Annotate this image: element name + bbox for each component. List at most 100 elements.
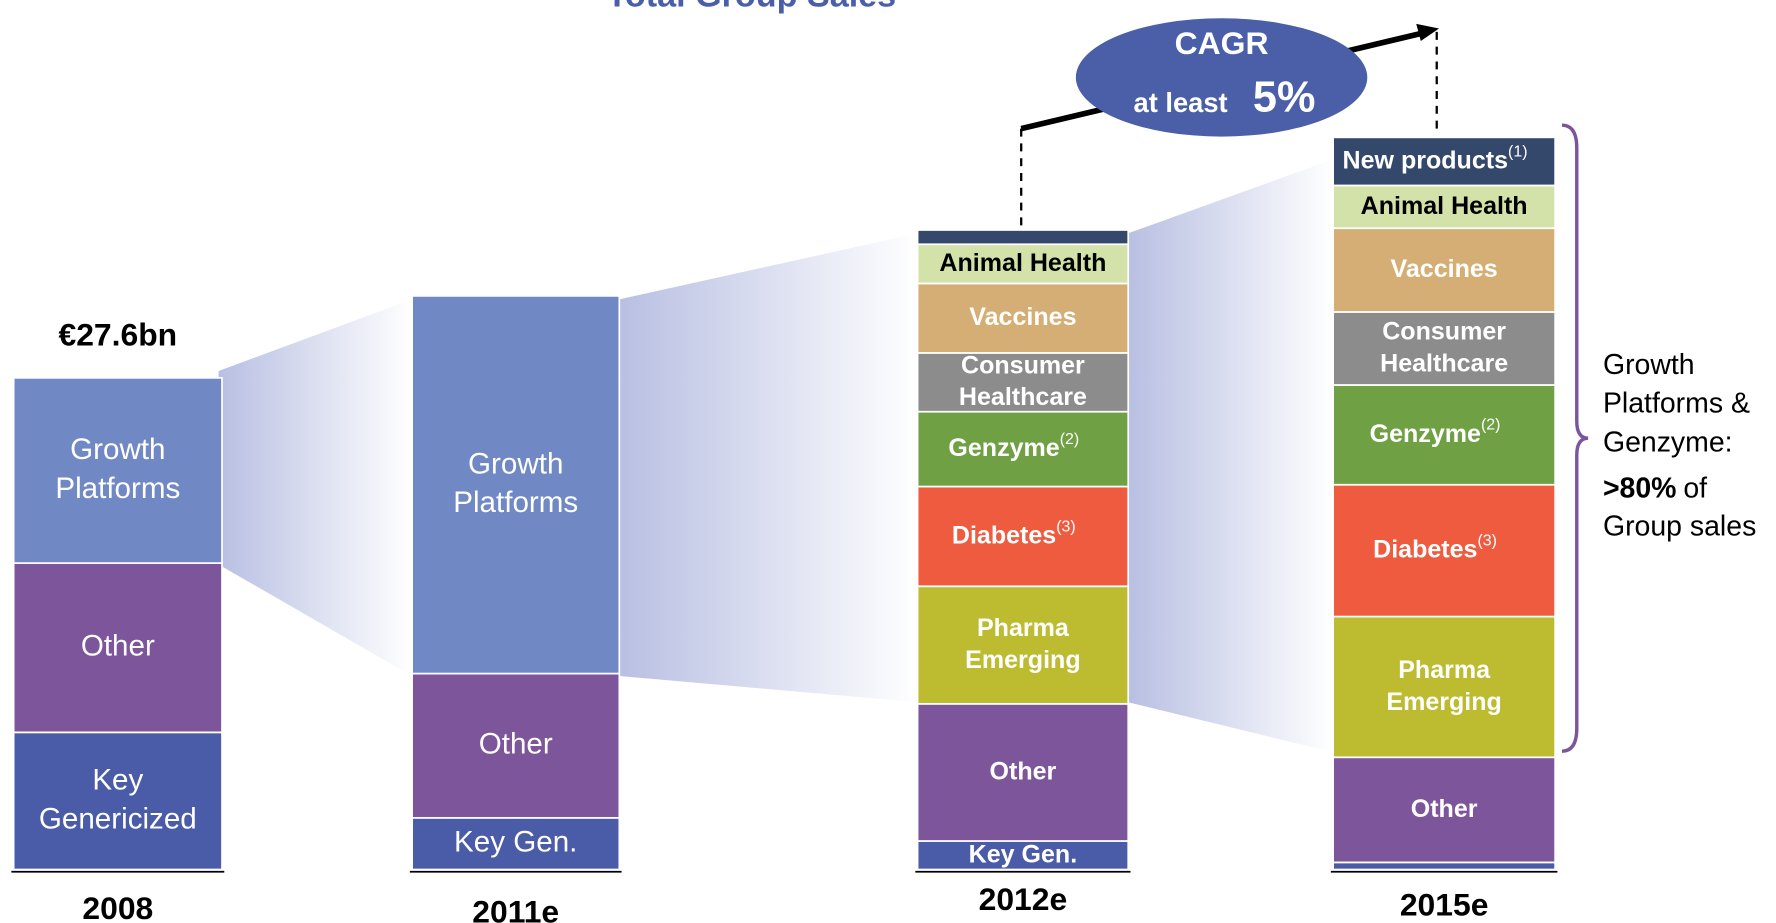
bar-segment [12,376,223,564]
bar-segment [916,485,1130,588]
bar-segment [916,840,1130,871]
bar-segment [1332,483,1556,618]
segment-label-line: Consumer [961,351,1085,379]
segment-label-line: Animal Health [1361,191,1528,219]
bar-segment [12,731,223,871]
segment-label: Vaccines [969,303,1076,331]
segment-label: Consumer Healthcare [959,351,1087,411]
segment-label-line: Genzyme [948,434,1059,462]
segment-label: Consumer Healthcare [1380,317,1508,377]
x-tick-label: 2008 [82,890,153,923]
segment-label: Animal Health [1361,191,1528,219]
segment-label: Diabetes(3) [952,518,1076,549]
bracket-note: Genzyme: [1603,426,1733,458]
segment-label: Genzyme(2) [1370,417,1501,448]
total-label: €27.6bn [58,316,177,352]
bar-segment [1332,184,1556,230]
segment-label: Growth Platforms [55,433,180,505]
segment-label: Key Genericized [39,763,197,835]
bar-segment [1332,136,1556,187]
fan [218,299,413,677]
bracket-note: Group sales [1603,511,1756,543]
bar-segment [1332,756,1556,864]
segment-label-line: Pharma [977,614,1070,642]
segment-label-line: Key Gen. [454,825,577,858]
segment-label: New products(1) [1343,144,1528,175]
cagr-title: CAGR [1175,25,1269,61]
bar-segment [1332,861,1556,871]
bar-segment [1332,227,1556,313]
segment-label: Animal Health [939,248,1106,276]
segment-label-line: Other [990,757,1057,785]
segment-label-line: Growth [70,433,165,466]
segment-label-line: Other [81,630,155,663]
segment-label: Other [990,757,1057,785]
bracket-rest: of [1683,472,1707,504]
segment-label: Vaccines [1391,255,1498,283]
segment-label-line: Healthcare [959,383,1087,411]
segment-label-line: Diabetes [1373,535,1477,563]
fan [1128,159,1334,753]
bar-segment [411,816,621,871]
segment-label: Key Gen. [969,840,1078,868]
bar-segment [916,282,1130,354]
bracket [1561,123,1589,753]
segment-label-line: Platforms [55,472,180,505]
bracket-note: Growth [1603,349,1695,381]
segment-label-line: Animal Health [939,248,1106,276]
segment-label-line: Key Gen. [969,840,1078,868]
segment-label-line: Platforms [453,486,578,519]
x-tick-label: 2011e [472,893,559,923]
segment-label-line: Healthcare [1380,349,1508,377]
segment-label-line: Other [1411,794,1478,822]
bar-segment [916,243,1130,285]
segment-label-line: Pharma [1398,656,1491,684]
bracket-note: >80% of [1603,472,1707,504]
segment-label-line: Diabetes [952,521,1056,549]
segment-label-line: Vaccines [969,303,1076,331]
segment-label-line: Genzyme [1370,419,1481,447]
segment-note: (3) [1056,518,1075,535]
segment-label-line: Consumer [1382,317,1506,345]
cagr-bubble [1075,18,1368,137]
segment-label-line: Emerging [1386,687,1501,715]
bar-segment [916,702,1130,842]
segment-label-line: Emerging [965,646,1080,674]
segment-label-line: Genericized [39,802,197,835]
segment-label: Growth Platforms [453,447,578,519]
x-tick-label: 2015e [1400,886,1489,922]
segment-note: (3) [1477,533,1496,550]
bracket-bold: >80% [1603,472,1677,504]
segment-label-line: Other [479,728,553,761]
segment-label-line: Key [92,763,143,796]
segment-note: (1) [1508,144,1527,161]
bar-segment [1332,384,1556,486]
bar-segment [411,295,621,675]
segment-label-line: Vaccines [1391,255,1498,283]
x-tick-label: 2012e [979,881,1068,917]
segment-label-line: Growth [468,447,563,480]
bar-segment [916,585,1130,705]
arrow-head [1416,23,1440,41]
segment-label-line: New products [1343,146,1509,174]
segment-label: Pharma Emerging [1386,656,1501,716]
segment-label: Other [1411,794,1478,822]
cagr-value: 5% [1253,74,1316,122]
segment-note: (2) [1481,417,1500,434]
segment-label: Pharma Emerging [965,614,1080,674]
segment-label: Key Gen. [454,825,577,858]
segment-label: Other [81,630,155,663]
segment-label: Genzyme(2) [948,431,1079,462]
chart-title: Total Group Sales [607,0,897,15]
cagr-prefix: at least [1134,87,1228,118]
segment-label: Other [479,728,553,761]
segment-note: (2) [1060,431,1079,448]
segment-label: Diabetes(3) [1373,533,1497,564]
fan [619,233,918,703]
bracket-note: Platforms & [1603,388,1750,420]
bar-segment [916,229,1130,246]
bar-segment [1332,615,1556,759]
bar-segment [12,562,223,734]
